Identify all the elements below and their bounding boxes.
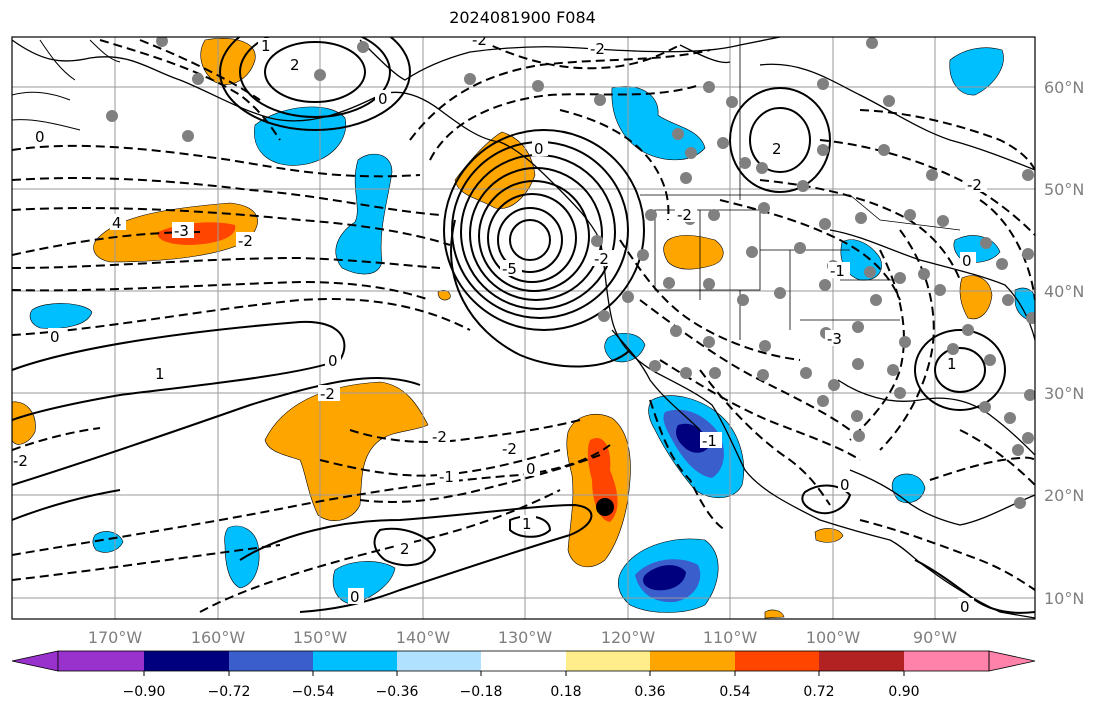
colorbar-tick: 0.72 xyxy=(803,684,834,700)
lon-label: 140°W xyxy=(396,628,451,647)
colorbar-tick: −0.18 xyxy=(460,684,503,700)
colorbar-tick: 0.90 xyxy=(888,684,919,700)
lon-label: 160°W xyxy=(191,628,246,647)
colorbar-tick: 0.54 xyxy=(719,684,750,700)
colorbar-tick: 0.36 xyxy=(634,684,665,700)
lat-label: 60°N xyxy=(1044,78,1084,97)
coastlines xyxy=(12,37,1035,619)
svg-text:-2: -2 xyxy=(677,206,692,224)
plot-frame xyxy=(11,36,1036,620)
svg-text:1: 1 xyxy=(155,365,165,383)
map-title: 2024081900 F084 xyxy=(449,8,596,27)
svg-text:-1: -1 xyxy=(830,262,845,280)
svg-text:-5: -5 xyxy=(502,260,517,278)
svg-text:0: 0 xyxy=(526,460,536,478)
svg-text:1: 1 xyxy=(947,355,957,373)
svg-text:-2: -2 xyxy=(594,250,609,268)
svg-text:0: 0 xyxy=(962,252,972,270)
svg-text:1: 1 xyxy=(261,37,271,55)
svg-text:0: 0 xyxy=(840,476,850,494)
colorbar-tick: −0.54 xyxy=(292,684,335,700)
svg-text:0: 0 xyxy=(534,140,544,158)
lat-label: 30°N xyxy=(1044,384,1084,403)
colorbar-extend-high xyxy=(988,650,1036,672)
svg-text:-2: -2 xyxy=(320,385,335,403)
svg-text:0: 0 xyxy=(328,352,338,370)
lon-label: 110°W xyxy=(703,628,758,647)
svg-text:0: 0 xyxy=(35,128,45,146)
contour-labels: 1 2 -2 0 0 -3 -2 4 0 0 -5 -2 1 xyxy=(12,31,987,616)
svg-text:4: 4 xyxy=(112,214,122,232)
latitude-labels: 60°N 50°N 40°N 30°N 20°N 10°N xyxy=(1044,78,1084,608)
svg-text:-2: -2 xyxy=(238,232,253,250)
colorbar-tick: 0.18 xyxy=(550,684,581,700)
svg-text:-2: -2 xyxy=(432,428,447,446)
lat-label: 50°N xyxy=(1044,180,1084,199)
lon-label: 130°W xyxy=(498,628,553,647)
svg-text:-2: -2 xyxy=(967,176,982,194)
lat-label: 40°N xyxy=(1044,282,1084,301)
colorbar-tick: −0.36 xyxy=(376,684,419,700)
lon-label: 150°W xyxy=(293,628,348,647)
colorbar-extend-low xyxy=(11,650,59,672)
svg-text:-2: -2 xyxy=(590,40,605,58)
lat-label: 20°N xyxy=(1044,486,1084,505)
colorbar-tick: −0.90 xyxy=(123,684,166,700)
svg-text:-2: -2 xyxy=(502,440,517,458)
station-dots xyxy=(106,37,1035,509)
lon-label: 170°W xyxy=(88,628,143,647)
svg-text:1: 1 xyxy=(522,515,532,533)
svg-text:-1: -1 xyxy=(702,432,717,450)
svg-text:-3: -3 xyxy=(827,330,842,348)
svg-text:2: 2 xyxy=(772,140,782,158)
svg-text:2: 2 xyxy=(290,56,300,74)
svg-text:-1: -1 xyxy=(439,468,454,486)
lon-label: 90°W xyxy=(913,628,957,647)
longitude-labels: 170°W 160°W 150°W 140°W 130°W 120°W 110°… xyxy=(88,628,957,647)
contours-positive xyxy=(12,37,1035,614)
svg-text:0: 0 xyxy=(350,588,360,606)
svg-text:-2: -2 xyxy=(472,31,487,49)
colorbar: −0.90 −0.72 −0.54 −0.36 −0.18 0.18 0.36 … xyxy=(11,650,1036,700)
svg-text:2: 2 xyxy=(400,540,410,558)
svg-text:0: 0 xyxy=(378,90,388,108)
svg-text:0: 0 xyxy=(50,328,60,346)
lat-label: 10°N xyxy=(1044,589,1084,608)
colorbar-tick: −0.72 xyxy=(208,684,251,700)
storm-center-dot xyxy=(596,498,614,516)
svg-text:-2: -2 xyxy=(13,452,28,470)
lon-label: 100°W xyxy=(806,628,861,647)
lon-label: 120°W xyxy=(601,628,656,647)
svg-text:0: 0 xyxy=(960,598,970,616)
svg-text:-3: -3 xyxy=(174,222,189,240)
